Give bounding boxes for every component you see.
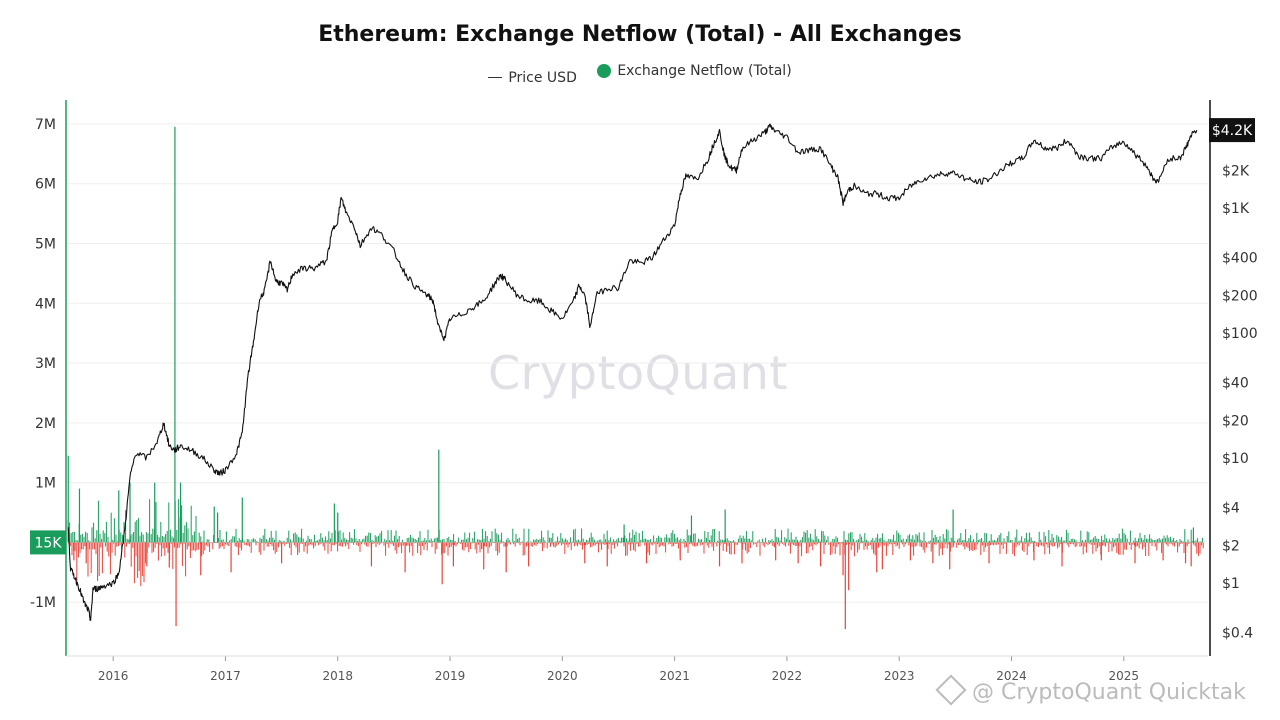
x-tick-label: 2022	[772, 669, 803, 683]
y-right-tick-label: $100	[1222, 326, 1258, 342]
price-current-badge-label: $4.2K	[1212, 123, 1253, 139]
cryptoquant-logo-icon	[935, 674, 967, 706]
y-left-tick-label: 1M	[35, 476, 56, 492]
legend-item-price[interactable]: Price USD	[488, 70, 577, 86]
footer-credit: @ CryptoQuant Quicktak	[935, 674, 1246, 706]
y-left-tick-label: 3M	[35, 356, 56, 372]
y-right-tick-label: $20	[1222, 413, 1249, 429]
footer-credit-text: @ CryptoQuant Quicktak	[972, 680, 1246, 705]
legend-netflow-label: Exchange Netflow (Total)	[617, 63, 792, 79]
y-left-tick-label: -1M	[30, 595, 56, 611]
axes: 7M 6M 5M 4M 3M 2M 1M -1M $2K $1K $400 $200 $100 $40 $2…	[30, 100, 1258, 683]
chart-title: Ethereum: Exchange Netflow (Total) - All…	[318, 22, 962, 47]
price-series	[67, 123, 1198, 621]
x-tick-label: 2024	[996, 669, 1027, 683]
legend-item-netflow[interactable]: Exchange Netflow (Total)	[597, 63, 792, 79]
y-right-tick-label: $40	[1222, 376, 1249, 392]
legend-dot-swatch	[597, 64, 612, 78]
y-right-tick-label: $2	[1222, 538, 1240, 554]
netflow-current-badge-label: 15K	[35, 535, 63, 551]
legend-line-swatch	[488, 77, 503, 78]
y-left-tick-label: 6M	[35, 177, 56, 193]
y-right-tick-label: $10	[1222, 451, 1249, 467]
y-right-tick-label: $400	[1222, 251, 1258, 267]
value-badges: 15K $4.2K	[30, 118, 1255, 555]
y-right-tick-label: $4	[1222, 501, 1240, 517]
y-right-tick-label: $1	[1222, 576, 1240, 592]
y-right-tick-label: $0.4	[1222, 626, 1253, 642]
x-tick-label: 2016	[98, 669, 129, 683]
netflow-current-badge	[30, 530, 66, 555]
y-right-tick-label: $2K	[1222, 163, 1250, 179]
netflow-bars	[67, 126, 1204, 630]
x-tick-label: 2023	[884, 669, 915, 683]
y-right-tick-label: $200	[1222, 288, 1258, 304]
x-tick-label: 2017	[210, 669, 241, 683]
price-line	[67, 123, 1198, 621]
x-tick-label: 2018	[322, 669, 353, 683]
chart-legend: Price USD Exchange Netflow (Total)	[0, 63, 1280, 86]
y-right-tick-label: $1K	[1222, 201, 1250, 217]
grid-lines	[66, 123, 1208, 603]
y-left-tick-label: 5M	[35, 236, 56, 252]
x-tick-label: 2025	[1109, 669, 1140, 683]
y-left-tick-label: 2M	[35, 416, 56, 432]
x-tick-label: 2020	[547, 669, 578, 683]
x-tick-label: 2019	[435, 669, 466, 683]
y-left-tick-label: 4M	[35, 296, 56, 312]
legend-price-label: Price USD	[508, 69, 577, 86]
x-tick-label: 2021	[659, 669, 690, 683]
watermark: CryptoQuant	[488, 346, 788, 400]
price-current-badge	[1209, 118, 1255, 143]
y-left-tick-label: 7M	[35, 117, 56, 133]
